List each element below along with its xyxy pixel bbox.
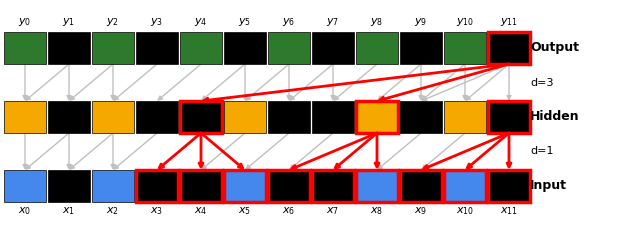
Bar [4,170,46,202]
Bar [268,170,310,202]
Text: $x_{8}$: $x_{8}$ [371,205,383,217]
Text: $y_{0}$: $y_{0}$ [19,16,31,28]
Text: Input: Input [530,179,567,192]
Text: Hidden: Hidden [530,110,580,123]
Bar [268,32,310,64]
Text: d=1: d=1 [530,147,554,157]
Text: d=3: d=3 [530,78,554,88]
Text: $y_{10}$: $y_{10}$ [456,16,474,28]
Bar [400,101,442,133]
Text: $x_{9}$: $x_{9}$ [414,205,428,217]
Bar [444,170,486,202]
Text: $x_{0}$: $x_{0}$ [19,205,31,217]
Bar [444,101,486,133]
Text: $x_{5}$: $x_{5}$ [239,205,252,217]
Bar [356,170,398,202]
Text: $y_{11}$: $y_{11}$ [500,16,518,28]
Text: $x_{4}$: $x_{4}$ [195,205,208,217]
Text: $y_{6}$: $y_{6}$ [282,16,296,28]
Bar [488,170,530,202]
Bar [312,32,354,64]
Bar [180,101,222,133]
Bar [92,170,134,202]
Text: $x_{6}$: $x_{6}$ [282,205,296,217]
Bar [356,32,398,64]
Bar [180,170,222,202]
Text: $y_{7}$: $y_{7}$ [326,16,340,28]
Text: $x_{11}$: $x_{11}$ [500,205,518,217]
Bar [48,170,90,202]
Bar [312,170,354,202]
Bar [4,101,46,133]
Text: Output: Output [530,41,579,55]
Bar [4,32,46,64]
Bar [180,32,222,64]
Text: $y_{3}$: $y_{3}$ [150,16,164,28]
Bar [224,32,266,64]
Bar [356,101,398,133]
Bar [92,32,134,64]
Bar [488,32,530,64]
Text: $y_{4}$: $y_{4}$ [195,16,208,28]
Bar [312,101,354,133]
Text: $y_{2}$: $y_{2}$ [106,16,120,28]
Text: $y_{5}$: $y_{5}$ [239,16,252,28]
Text: $x_{2}$: $x_{2}$ [106,205,120,217]
Text: $y_{8}$: $y_{8}$ [371,16,383,28]
Text: $y_{1}$: $y_{1}$ [63,16,76,28]
Bar [488,101,530,133]
Text: $x_{7}$: $x_{7}$ [326,205,340,217]
Text: $x_{3}$: $x_{3}$ [150,205,164,217]
Text: $x_{1}$: $x_{1}$ [63,205,76,217]
Text: $y_{9}$: $y_{9}$ [414,16,428,28]
Bar [224,170,266,202]
Bar [136,101,178,133]
Bar [400,32,442,64]
Bar [48,101,90,133]
Text: $x_{10}$: $x_{10}$ [456,205,474,217]
Bar [268,101,310,133]
Bar [136,170,178,202]
Bar [400,170,442,202]
Bar [224,101,266,133]
Bar [136,32,178,64]
Bar [92,101,134,133]
Bar [444,32,486,64]
Bar [48,32,90,64]
